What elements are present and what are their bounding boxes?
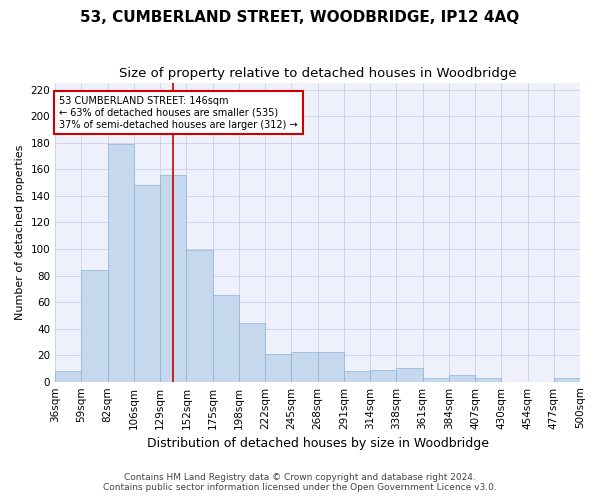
Bar: [239, 324, 265, 382]
Bar: [134, 186, 160, 382]
Bar: [107, 144, 134, 382]
Bar: [449, 375, 475, 382]
Y-axis label: Number of detached properties: Number of detached properties: [15, 144, 25, 320]
Bar: [212, 296, 239, 382]
Bar: [344, 371, 370, 382]
Bar: [160, 174, 187, 382]
Bar: [422, 378, 449, 382]
X-axis label: Distribution of detached houses by size in Woodbridge: Distribution of detached houses by size …: [146, 437, 488, 450]
Bar: [265, 354, 292, 382]
Text: 53 CUMBERLAND STREET: 146sqm
← 63% of detached houses are smaller (535)
37% of s: 53 CUMBERLAND STREET: 146sqm ← 63% of de…: [59, 96, 298, 130]
Bar: [292, 352, 317, 382]
Bar: [187, 250, 212, 382]
Bar: [55, 371, 82, 382]
Bar: [475, 378, 501, 382]
Bar: [317, 352, 344, 382]
Text: Contains HM Land Registry data © Crown copyright and database right 2024.
Contai: Contains HM Land Registry data © Crown c…: [103, 473, 497, 492]
Bar: [82, 270, 107, 382]
Bar: [397, 368, 422, 382]
Bar: [554, 378, 580, 382]
Text: 53, CUMBERLAND STREET, WOODBRIDGE, IP12 4AQ: 53, CUMBERLAND STREET, WOODBRIDGE, IP12 …: [80, 10, 520, 25]
Title: Size of property relative to detached houses in Woodbridge: Size of property relative to detached ho…: [119, 68, 517, 80]
Bar: [370, 370, 397, 382]
